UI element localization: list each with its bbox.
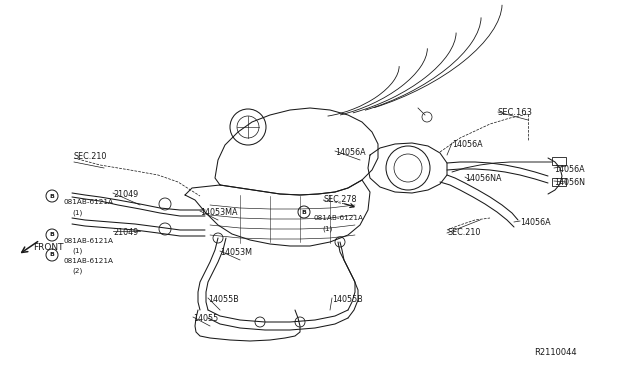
Text: 14055: 14055 <box>193 314 218 323</box>
Text: 21049: 21049 <box>113 228 138 237</box>
Text: SEC.210: SEC.210 <box>74 152 108 161</box>
Text: 14056A: 14056A <box>520 218 550 227</box>
Text: 081AB-6121A: 081AB-6121A <box>63 258 113 264</box>
Text: 14053MA: 14053MA <box>200 208 237 217</box>
Bar <box>552 157 566 165</box>
Text: 14056NA: 14056NA <box>465 174 502 183</box>
Bar <box>552 178 566 186</box>
Text: 081AB-6121A: 081AB-6121A <box>63 238 113 244</box>
Text: 14055B: 14055B <box>332 295 363 304</box>
Text: B: B <box>49 253 54 257</box>
Text: FRONT: FRONT <box>33 243 63 252</box>
Text: 14056A: 14056A <box>452 140 483 149</box>
Text: 14053M: 14053M <box>220 248 252 257</box>
Text: (1): (1) <box>322 225 332 231</box>
Text: SEC.278: SEC.278 <box>323 195 356 204</box>
Text: (1): (1) <box>72 248 83 254</box>
Text: (1): (1) <box>72 209 83 215</box>
Text: 21049: 21049 <box>113 190 138 199</box>
Text: B: B <box>49 232 54 237</box>
Text: SEC.210: SEC.210 <box>447 228 481 237</box>
Text: 14056A: 14056A <box>335 148 365 157</box>
Text: 14055B: 14055B <box>208 295 239 304</box>
Text: B: B <box>49 193 54 199</box>
Text: R2110044: R2110044 <box>534 348 577 357</box>
Text: B: B <box>301 209 307 215</box>
Text: 081AB-6121A: 081AB-6121A <box>313 215 363 221</box>
Text: 081AB-6121A: 081AB-6121A <box>63 199 113 205</box>
Text: 14056A: 14056A <box>554 165 584 174</box>
Text: (2): (2) <box>72 268 83 275</box>
Text: SEC.163: SEC.163 <box>498 108 533 117</box>
Text: 14056N: 14056N <box>554 178 585 187</box>
